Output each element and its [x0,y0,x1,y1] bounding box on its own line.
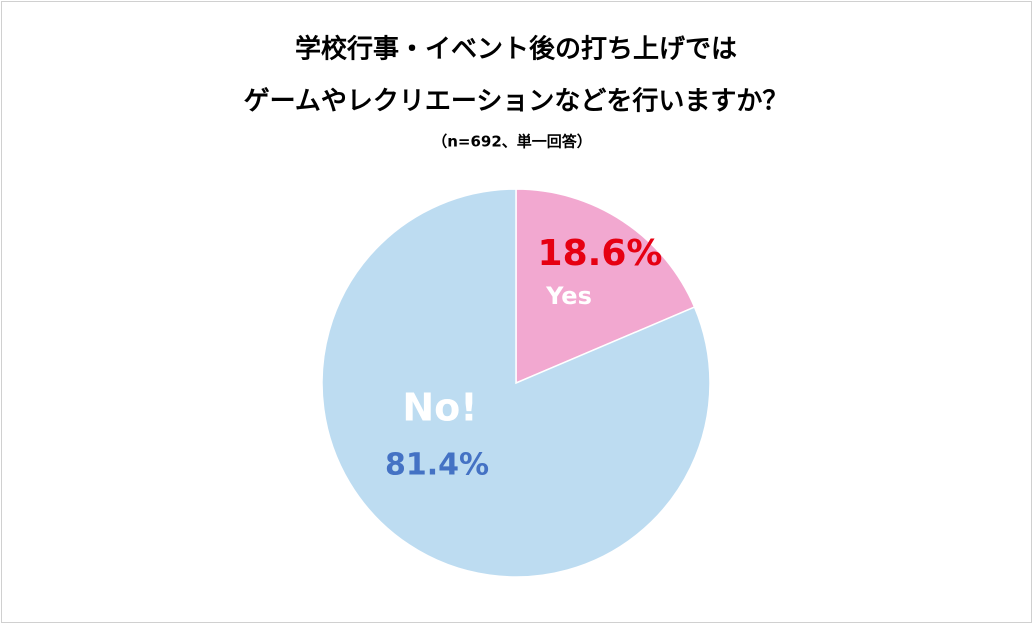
chart-title: ゲームやレクリエーションなどを行いますか？ [244,86,789,117]
value-label: 18.6% [538,233,663,274]
chart-subtitle: （n=692、単一回答） [432,133,592,151]
slice-label: No! [402,386,477,430]
value-label: 81.4% [385,448,489,483]
pie-slice [321,188,711,578]
slice-label: Yes [545,282,592,310]
pie-slice [515,188,696,385]
chart-title: 学校行事・イベント後の打ち上げでは [295,34,737,65]
